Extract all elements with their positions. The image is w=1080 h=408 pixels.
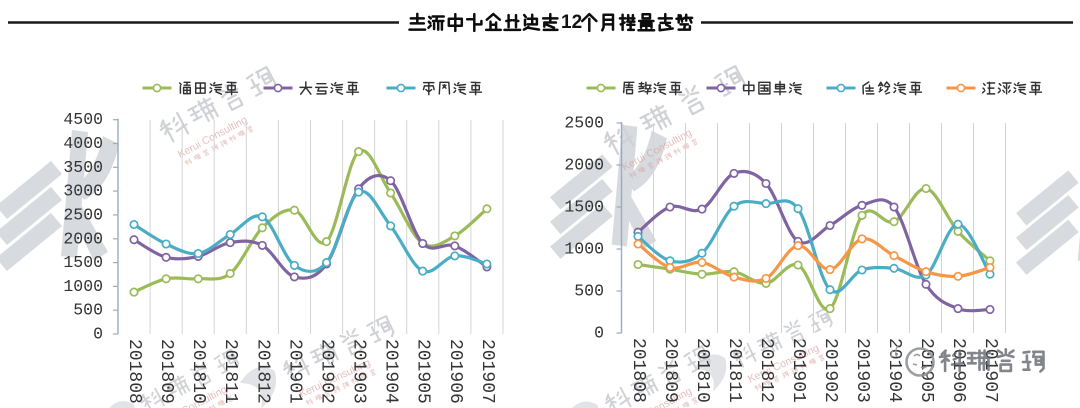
svg-text:1000: 1000 bbox=[564, 240, 604, 259]
svg-text:201904: 201904 bbox=[884, 338, 904, 403]
svg-text:0: 0 bbox=[594, 324, 604, 343]
svg-text:201901: 201901 bbox=[788, 338, 808, 403]
svg-text:2000: 2000 bbox=[63, 229, 103, 248]
svg-text:201810: 201810 bbox=[692, 338, 712, 403]
svg-text:201902: 201902 bbox=[317, 339, 337, 404]
svg-text:2000: 2000 bbox=[564, 156, 604, 175]
svg-text:201902: 201902 bbox=[820, 338, 840, 403]
svg-text:201808: 201808 bbox=[628, 338, 648, 403]
svg-text:201906: 201906 bbox=[948, 338, 968, 403]
svg-text:201810: 201810 bbox=[188, 339, 208, 404]
svg-text:4500: 4500 bbox=[63, 110, 103, 129]
svg-text:201901: 201901 bbox=[284, 339, 304, 404]
svg-text:201812: 201812 bbox=[756, 338, 776, 403]
svg-text:201904: 201904 bbox=[381, 339, 401, 404]
svg-text:201811: 201811 bbox=[220, 339, 240, 404]
svg-text:0: 0 bbox=[93, 325, 103, 344]
svg-text:201809: 201809 bbox=[156, 339, 176, 404]
svg-text:1500: 1500 bbox=[63, 253, 103, 272]
svg-text:1000: 1000 bbox=[63, 277, 103, 296]
svg-text:201812: 201812 bbox=[252, 339, 272, 404]
svg-text:500: 500 bbox=[574, 282, 604, 301]
svg-text:2500: 2500 bbox=[63, 205, 103, 224]
svg-text:201903: 201903 bbox=[852, 338, 872, 403]
svg-text:201906: 201906 bbox=[445, 339, 465, 404]
svg-text:500: 500 bbox=[73, 301, 103, 320]
svg-text:201903: 201903 bbox=[349, 339, 369, 404]
svg-text:201905: 201905 bbox=[413, 339, 433, 404]
svg-text:3000: 3000 bbox=[63, 182, 103, 201]
svg-text:201811: 201811 bbox=[724, 338, 744, 403]
svg-text:2500: 2500 bbox=[564, 114, 604, 133]
svg-text:4000: 4000 bbox=[63, 134, 103, 153]
svg-text:12: 12 bbox=[561, 12, 582, 33]
svg-text:1500: 1500 bbox=[564, 198, 604, 217]
svg-text:3500: 3500 bbox=[63, 158, 103, 177]
svg-text:201907: 201907 bbox=[477, 339, 497, 404]
svg-text:201809: 201809 bbox=[660, 338, 680, 403]
svg-text:201808: 201808 bbox=[124, 339, 144, 404]
